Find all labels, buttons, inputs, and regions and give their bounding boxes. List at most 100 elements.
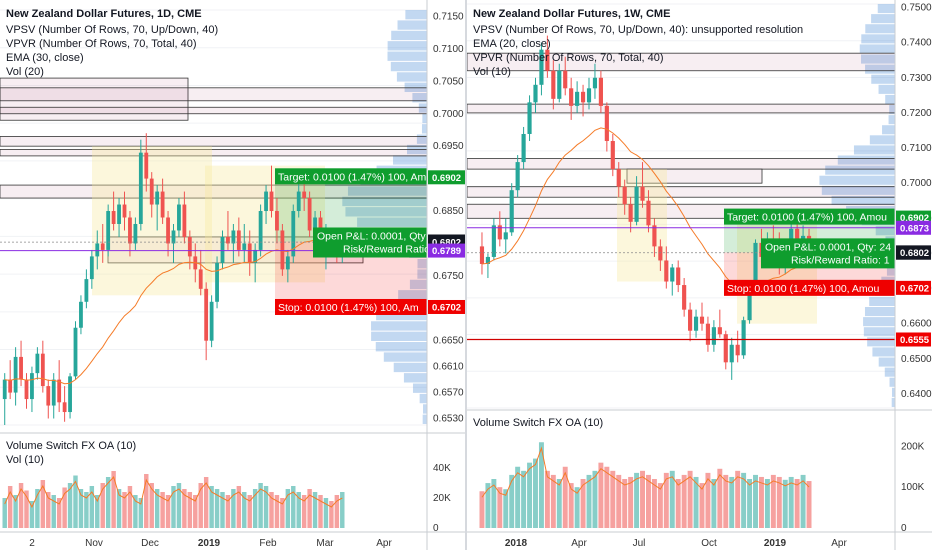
daily-candle[interactable] <box>40 353 45 387</box>
weekly-candle[interactable] <box>509 190 514 233</box>
daily-candle[interactable] <box>160 191 165 218</box>
daily-candle[interactable] <box>171 230 176 244</box>
weekly-candle[interactable] <box>646 200 651 226</box>
daily-candle[interactable] <box>122 204 127 218</box>
weekly-candle[interactable] <box>563 70 568 89</box>
daily-candle[interactable] <box>57 379 62 403</box>
daily-candle[interactable] <box>242 243 247 250</box>
daily-candle[interactable] <box>247 243 252 263</box>
weekly-candle[interactable] <box>628 204 633 222</box>
daily-indicator-legend[interactable]: VPVR (Number Of Rows, 70, Total, 40) <box>6 38 197 50</box>
weekly-candle[interactable] <box>705 323 711 345</box>
weekly-candle[interactable] <box>604 105 609 142</box>
daily-candle[interactable] <box>84 279 89 302</box>
weekly-candle[interactable] <box>699 316 705 324</box>
daily-candle[interactable] <box>215 262 219 302</box>
daily-candle[interactable] <box>177 204 181 231</box>
weekly-candle[interactable] <box>527 102 532 134</box>
daily-candle[interactable] <box>35 353 40 374</box>
daily-candle[interactable] <box>280 230 285 270</box>
daily-candle[interactable] <box>100 243 105 250</box>
weekly-indicator-legend[interactable]: VPSV (Number Of Rows, 70, Up/Down, 40): … <box>473 24 803 36</box>
daily-candle[interactable] <box>46 386 51 406</box>
daily-candle[interactable] <box>51 379 56 406</box>
weekly-candle[interactable] <box>491 225 496 257</box>
weekly-target-label-bg[interactable] <box>724 208 895 225</box>
daily-candle[interactable] <box>275 211 279 231</box>
weekly-candle[interactable] <box>545 49 550 71</box>
daily-candle[interactable] <box>253 249 258 263</box>
weekly-candle[interactable] <box>497 225 502 240</box>
daily-candle[interactable] <box>149 178 154 205</box>
weekly-candle[interactable] <box>598 77 603 106</box>
daily-candle[interactable] <box>231 230 236 244</box>
daily-candle[interactable] <box>2 379 7 400</box>
daily-candle[interactable] <box>24 379 29 400</box>
daily-candle[interactable] <box>296 191 301 212</box>
daily-candle[interactable] <box>106 211 111 250</box>
weekly-candle[interactable] <box>479 246 485 264</box>
weekly-candle[interactable] <box>753 242 758 293</box>
weekly-candle[interactable] <box>664 260 669 282</box>
daily-indicator-legend[interactable]: EMA (30, close) <box>6 52 84 64</box>
weekly-candle[interactable] <box>741 320 746 356</box>
weekly-candle[interactable] <box>693 316 699 331</box>
daily-indicator-legend[interactable]: Vol (20) <box>6 66 44 78</box>
daily-candle[interactable] <box>8 379 13 393</box>
daily-candle[interactable] <box>307 198 312 231</box>
daily-candle[interactable] <box>144 152 149 179</box>
weekly-candle[interactable] <box>640 186 645 201</box>
weekly-candle[interactable] <box>539 49 544 85</box>
daily-candle[interactable] <box>155 191 160 205</box>
weekly-candle[interactable] <box>557 70 562 99</box>
weekly-candle[interactable] <box>634 186 639 222</box>
daily-candle[interactable] <box>128 217 132 244</box>
weekly-indicator-legend[interactable]: Vol (10) <box>473 66 511 78</box>
daily-indicator-legend[interactable]: VPSV (Number Of Rows, 70, Up/Down, 40) <box>6 24 218 36</box>
daily-candle[interactable] <box>19 356 23 380</box>
daily-candle[interactable] <box>313 217 317 231</box>
weekly-candle[interactable] <box>592 77 598 89</box>
daily-candle[interactable] <box>138 152 143 224</box>
weekly-candle[interactable] <box>789 228 794 243</box>
daily-candle[interactable] <box>117 204 121 224</box>
weekly-candle[interactable] <box>688 309 693 331</box>
daily-candle[interactable] <box>73 327 78 377</box>
daily-candle[interactable] <box>187 236 192 257</box>
weekly-indicator-legend[interactable]: VPVR (Number Of Rows, 70, Total, 40) <box>473 52 664 64</box>
weekly-pnl-label-bg[interactable] <box>761 238 895 269</box>
weekly-candle[interactable] <box>533 84 538 103</box>
daily-candle[interactable] <box>291 211 296 257</box>
weekly-candle[interactable] <box>586 88 592 103</box>
daily-candle[interactable] <box>226 236 230 244</box>
weekly-candle[interactable] <box>485 256 491 264</box>
daily-candle[interactable] <box>68 376 72 413</box>
weekly-candle[interactable] <box>551 70 556 99</box>
daily-candle[interactable] <box>264 191 268 212</box>
weekly-candle[interactable] <box>575 91 580 106</box>
weekly-candle[interactable] <box>795 228 800 247</box>
daily-candle[interactable] <box>220 236 225 263</box>
weekly-candle[interactable] <box>723 334 728 363</box>
daily-stop-label-bg[interactable] <box>275 298 427 315</box>
weekly-candle[interactable] <box>711 327 716 345</box>
weekly-candle[interactable] <box>658 246 663 261</box>
weekly-candle[interactable] <box>729 344 734 363</box>
weekly-candle[interactable] <box>610 141 615 170</box>
weekly-chart-panel[interactable]: Target: 0.0100 (1.47%) 100, Amou Open P&L… <box>467 0 932 550</box>
weekly-candle[interactable] <box>735 344 740 356</box>
daily-candle[interactable] <box>62 402 67 413</box>
daily-chart-panel[interactable]: Target: 0.0100 (1.47%) 100, Am Open P&L: … <box>0 0 466 550</box>
weekly-indicator-legend[interactable]: EMA (20, close) <box>473 38 551 50</box>
weekly-candle[interactable] <box>682 285 687 310</box>
weekly-candle[interactable] <box>521 133 526 163</box>
daily-candle[interactable] <box>209 301 214 341</box>
panel-divider[interactable] <box>465 0 467 550</box>
daily-candle[interactable] <box>30 373 34 400</box>
weekly-candle[interactable] <box>580 91 586 103</box>
weekly-candle[interactable] <box>616 169 621 187</box>
daily-pnl-label-bg[interactable] <box>313 227 427 258</box>
daily-target-label-bg[interactable] <box>275 168 427 185</box>
weekly-candle[interactable] <box>670 267 675 282</box>
weekly-candle[interactable] <box>515 162 520 191</box>
